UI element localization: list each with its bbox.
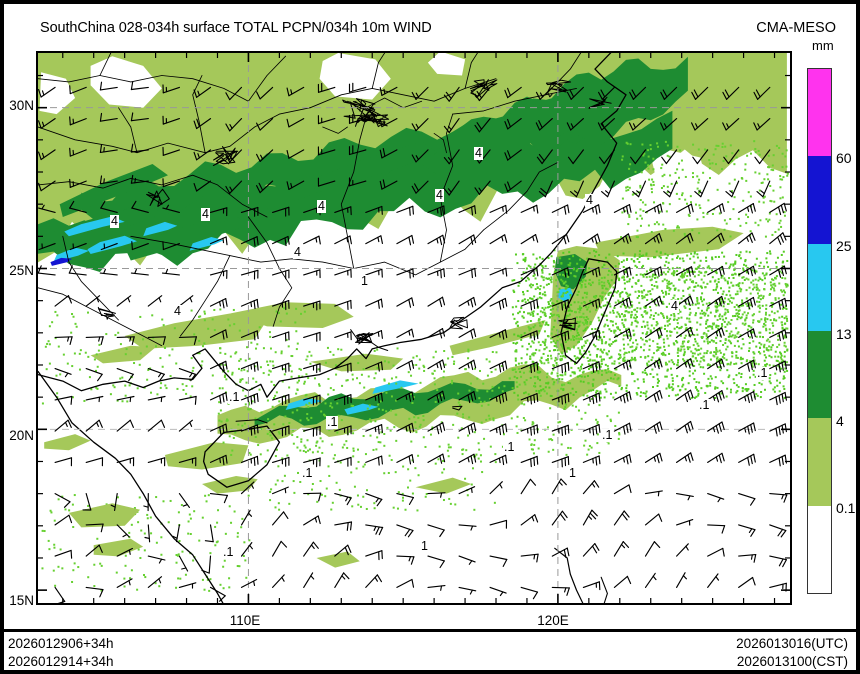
colorbar[interactable] (807, 68, 832, 594)
colorbar-tick-01: 0.1 (836, 500, 856, 516)
contour-label: 4 (110, 214, 119, 228)
contour-label: 4 (585, 193, 594, 207)
contour-label: 4 (474, 146, 483, 160)
colorbar-band-3 (808, 330, 831, 419)
init-time-utc-label: 2026012906+34h (8, 636, 114, 651)
colorbar-band-5 (808, 505, 831, 593)
valid-time-cst-label: 2026013100(CST) (736, 654, 848, 669)
frame-top-border (0, 0, 860, 4)
colorbar-tick-25: 25 (836, 238, 852, 254)
colorbar-unit-label: mm (812, 38, 834, 53)
contour-label: 4 (201, 207, 210, 221)
y-tick-15n: 15N (9, 593, 34, 608)
frame-bottom-border (0, 670, 860, 674)
wind-barb-layer (38, 81, 788, 603)
contour-label: .1 (698, 398, 711, 412)
model-label: CMA-MESO (756, 20, 836, 36)
init-time-cst-label: 2026012914+34h (8, 654, 114, 669)
x-tick-110e: 110E (229, 613, 261, 628)
contour-label: .1 (222, 545, 235, 559)
contour-label: .1 (326, 415, 339, 429)
y-tick-20n: 20N (9, 428, 34, 443)
contour-label: .1 (301, 466, 314, 480)
contour-label: 4 (173, 304, 182, 318)
colorbar-band-1 (808, 156, 831, 244)
contour-label: 1 (568, 466, 577, 480)
colorbar-tick-4: 4 (836, 413, 844, 429)
contour-label: .1 (601, 428, 614, 442)
map-plot-area[interactable]: 4 4 4 4 4 4 4 4 4 1 .1 .1 .1 .1 .1 .1 1 .1 1 .1 (36, 51, 792, 605)
contour-label: .1 (503, 440, 516, 454)
colorbar-band-2 (808, 243, 831, 331)
contour-label: .1 (228, 390, 241, 404)
frame-left-border (0, 0, 4, 674)
contour-label: 4 (317, 199, 326, 213)
colorbar-tick-13: 13 (836, 326, 852, 342)
contour-label: 4 (435, 188, 444, 202)
x-tick-120e: 120E (537, 613, 569, 628)
colorbar-band-4 (808, 418, 831, 506)
y-tick-25n: 25N (9, 263, 34, 278)
valid-time-utc-label: 2026013016(UTC) (736, 636, 848, 651)
axis-tick-layer (38, 53, 790, 603)
contour-label: 1 (360, 274, 369, 288)
footer-divider-rule (0, 629, 860, 632)
precip-fill-layer (38, 53, 789, 592)
contour-label: 1 (420, 539, 429, 553)
contour-label: 4 (293, 245, 302, 259)
frame-right-border (856, 0, 860, 674)
y-tick-30n: 30N (9, 98, 34, 113)
contour-label: .1 (756, 366, 769, 380)
colorbar-tick-60: 60 (836, 150, 852, 166)
contour-label: 4 (670, 299, 679, 313)
colorbar-band-0 (808, 69, 831, 157)
gridline-layer (38, 53, 790, 603)
map-canvas (38, 53, 790, 603)
page-title: SouthChina 028-034h surface TOTAL PCPN/0… (40, 20, 432, 36)
